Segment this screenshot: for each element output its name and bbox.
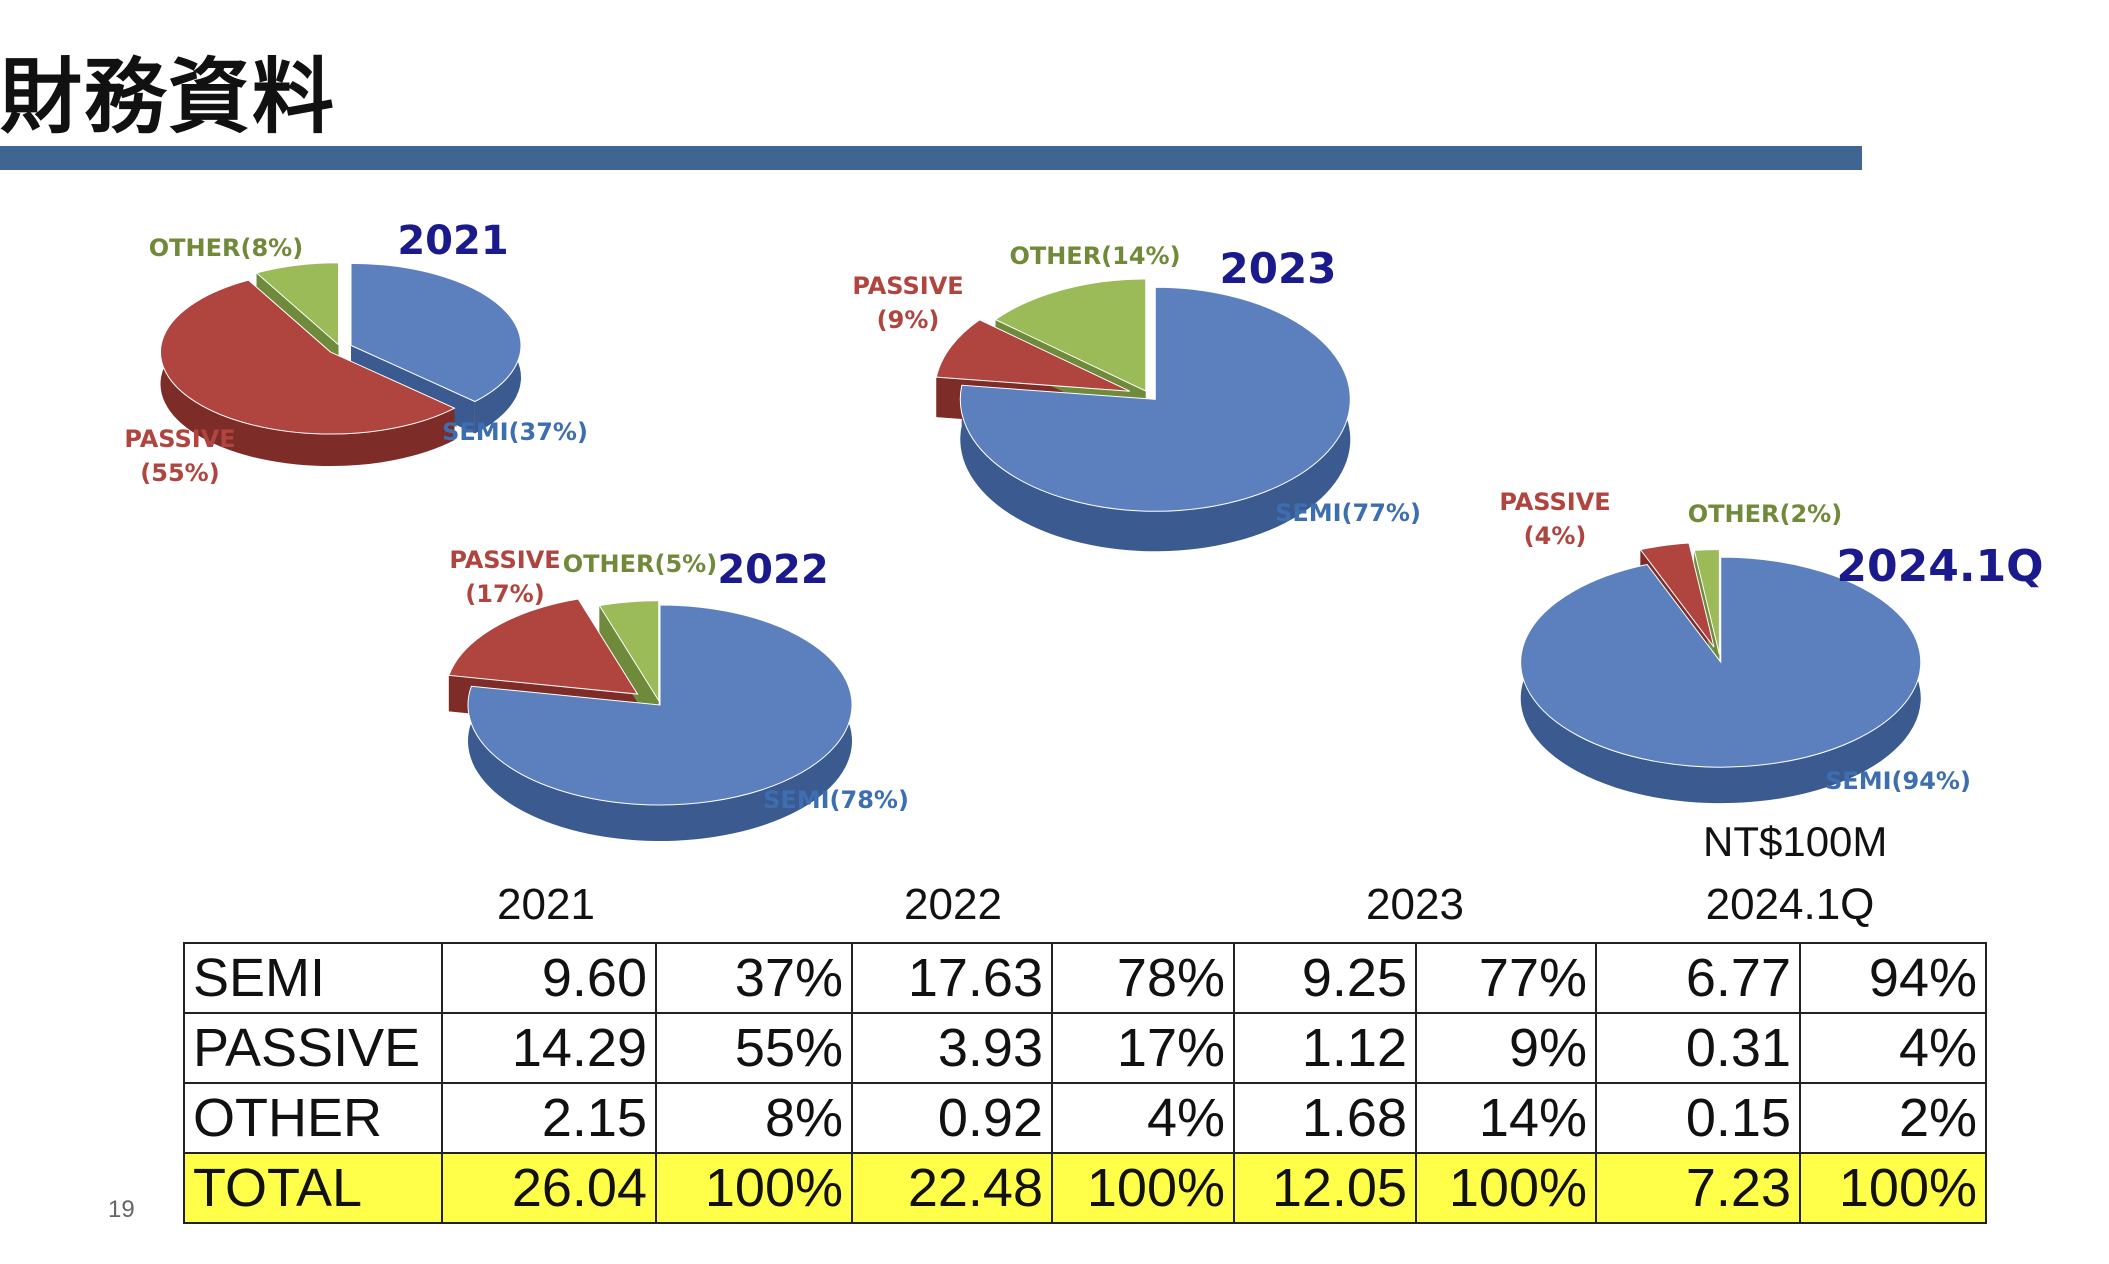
table-cell: 12.05 bbox=[1233, 1152, 1417, 1224]
table-row: OTHER 2.15 8% 0.92 4% 1.68 14% 0.15 2% bbox=[183, 1082, 1987, 1154]
table-year-header-2024-1q: 2024.1Q bbox=[1705, 880, 1875, 929]
table-cell: 2.15 bbox=[441, 1082, 657, 1154]
pie-charts: 2021 SEMI(37%) PASSIVE (55%) OTHER(8%) 2022 SE… bbox=[124, 218, 2044, 841]
table-cell: 77% bbox=[1415, 942, 1597, 1014]
pie-label-semi: SEMI(78%) bbox=[763, 786, 909, 814]
financial-table: SEMI 9.60 37% 17.63 78% 9.25 77% 6.77 94% PASSIVE… bbox=[183, 942, 1987, 1224]
row-label: SEMI bbox=[183, 942, 443, 1014]
pie-chart-2021: 2021 SEMI(37%) PASSIVE (55%) OTHER(8%) bbox=[124, 218, 588, 487]
pie-label-semi: SEMI(77%) bbox=[1275, 499, 1421, 527]
pie-label-other: OTHER(14%) bbox=[1009, 242, 1180, 270]
table-cell: 100% bbox=[655, 1152, 853, 1224]
table-cell: 17.63 bbox=[851, 942, 1053, 1014]
row-label: PASSIVE bbox=[183, 1012, 443, 1084]
table-cell: 100% bbox=[1415, 1152, 1597, 1224]
table-year-header-2023: 2023 bbox=[1366, 880, 1464, 929]
table-cell: 4% bbox=[1051, 1082, 1235, 1154]
page-number: 19 bbox=[108, 1196, 135, 1223]
unit-label: NT$100M bbox=[1703, 818, 1888, 865]
pie-slice-passive bbox=[1639, 542, 1715, 648]
pie-label-passive: PASSIVE (9%) bbox=[852, 272, 963, 334]
table-row: TOTAL 26.04 100% 22.48 100% 12.05 100% 7.23 100% bbox=[183, 1152, 1987, 1224]
table-cell: 94% bbox=[1799, 942, 1987, 1014]
pie-slice-other bbox=[255, 262, 340, 346]
page-title: 財務資料 bbox=[0, 50, 337, 145]
pie-label-other: OTHER(2%) bbox=[1688, 500, 1842, 528]
pie-label-passive: PASSIVE (4%) bbox=[1499, 488, 1610, 550]
table-cell: 22.48 bbox=[851, 1152, 1053, 1224]
pie-slice-semi bbox=[350, 262, 522, 403]
table-year-header-2021: 2021 bbox=[497, 880, 595, 929]
table-cell: 8% bbox=[655, 1082, 853, 1154]
table-cell: 0.15 bbox=[1595, 1082, 1801, 1154]
table-cell: 37% bbox=[655, 942, 853, 1014]
table-cell: 78% bbox=[1051, 942, 1235, 1014]
table-cell: 14% bbox=[1415, 1082, 1597, 1154]
table-row: SEMI 9.60 37% 17.63 78% 9.25 77% 6.77 94% bbox=[183, 942, 1987, 1014]
pie-label-other: OTHER(8%) bbox=[149, 234, 303, 262]
table-cell: 0.92 bbox=[851, 1082, 1053, 1154]
row-label: TOTAL bbox=[183, 1152, 443, 1224]
pie-slice-semi bbox=[959, 286, 1351, 512]
pie-title: 2023 bbox=[1220, 244, 1337, 293]
table-cell: 17% bbox=[1051, 1012, 1235, 1084]
table-cell: 9.60 bbox=[441, 942, 657, 1014]
pie-chart-2024-1q: 2024.1Q SEMI(94%) PASSIVE (4%) OTHER(2%) bbox=[1499, 488, 2044, 804]
pie-slice-passive bbox=[448, 598, 639, 695]
header-bar bbox=[0, 146, 1862, 170]
table-cell: 4% bbox=[1799, 1012, 1987, 1084]
table-cell: 100% bbox=[1799, 1152, 1987, 1224]
table-cell: 7.23 bbox=[1595, 1152, 1801, 1224]
row-label: OTHER bbox=[183, 1082, 443, 1154]
pie-label-other: OTHER(5%) bbox=[563, 550, 717, 578]
pie-label-semi: SEMI(94%) bbox=[1825, 767, 1971, 795]
table-cell: 9.25 bbox=[1233, 942, 1417, 1014]
pie-label-passive: PASSIVE (55%) bbox=[124, 425, 235, 487]
pie-label-passive: PASSIVE (17%) bbox=[449, 546, 560, 608]
table-cell: 3.93 bbox=[851, 1012, 1053, 1084]
pie-slice-other bbox=[598, 600, 660, 703]
table-cell: 1.68 bbox=[1233, 1082, 1417, 1154]
table-cell: 100% bbox=[1051, 1152, 1235, 1224]
table-cell: 9% bbox=[1415, 1012, 1597, 1084]
pie-slice-passive bbox=[935, 319, 1131, 392]
table-cell: 0.31 bbox=[1595, 1012, 1801, 1084]
table-cell: 14.29 bbox=[441, 1012, 657, 1084]
pie-chart-2022: 2022 SEMI(78%) PASSIVE (17%)OTHER(5%) bbox=[448, 546, 909, 841]
pie-title: 2021 bbox=[397, 218, 508, 264]
pie-chart-2023: 2023 SEMI(77%) PASSIVE (9%) OTHER(14%) bbox=[852, 242, 1421, 552]
table-cell: 55% bbox=[655, 1012, 853, 1084]
table-year-header-2022: 2022 bbox=[904, 880, 1002, 929]
pie-slice-passive bbox=[160, 279, 456, 435]
table-cell: 1.12 bbox=[1233, 1012, 1417, 1084]
pie-slice-semi bbox=[1520, 556, 1922, 768]
table-cell: 2% bbox=[1799, 1082, 1987, 1154]
pie-title: 2022 bbox=[717, 547, 828, 593]
table-row: PASSIVE 14.29 55% 3.93 17% 1.12 9% 0.31 4% bbox=[183, 1012, 1987, 1084]
table-cell: 6.77 bbox=[1595, 942, 1801, 1014]
pie-slice-semi bbox=[467, 604, 853, 806]
pie-title: 2024.1Q bbox=[1836, 541, 2043, 592]
pie-slice-other bbox=[994, 278, 1147, 392]
table-cell: 26.04 bbox=[441, 1152, 657, 1224]
pie-label-semi: SEMI(37%) bbox=[442, 418, 588, 446]
pie-slice-other bbox=[1693, 549, 1720, 655]
